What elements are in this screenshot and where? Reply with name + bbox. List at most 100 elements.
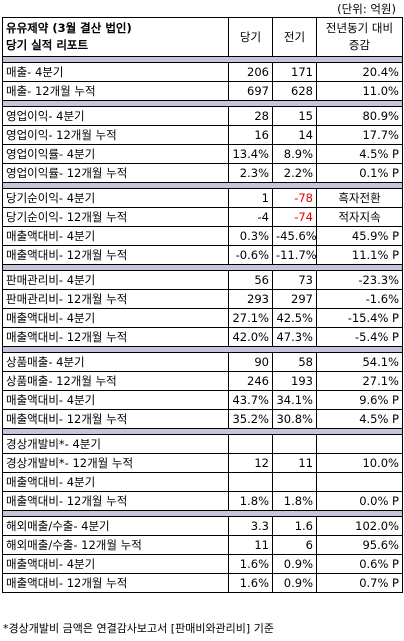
row-label: 당기순이익- 12개월 누적 xyxy=(2,207,229,227)
current-value: 90 xyxy=(228,352,273,372)
current-value xyxy=(228,434,273,454)
yoy-change: 80.9% xyxy=(316,106,403,126)
current-value: 1.6% xyxy=(228,554,273,574)
previous-value: 6 xyxy=(272,535,317,555)
table-row: 매출액대비- 4분기 0.3% -45.6% 45.9% P xyxy=(2,226,403,246)
table-row: 당기순이익- 4분기 1 -78 흑자전환 xyxy=(2,188,403,208)
row-label: 매출액대비- 12개월 누적 xyxy=(2,491,229,511)
current-value: 2.3% xyxy=(228,163,273,183)
report-title-line2: 당기 실적 리포트 xyxy=(6,38,89,52)
report-title-line1: 유유제약 (3월 결산 법인) xyxy=(6,21,132,35)
row-label: 매출액대비- 12개월 누적 xyxy=(2,409,229,429)
current-value: 1 xyxy=(228,188,273,208)
row-label: 매출- 4분기 xyxy=(2,62,229,82)
yoy-change: 27.1% xyxy=(316,371,403,391)
row-label: 매출- 12개월 누적 xyxy=(2,81,229,101)
previous-value: 0.9% xyxy=(272,554,317,574)
table-row: 매출- 12개월 누적 697 628 11.0% xyxy=(2,81,403,101)
yoy-change: 4.5% P xyxy=(316,144,403,164)
row-label: 매출액대비- 4분기 xyxy=(2,554,229,574)
previous-value: 14 xyxy=(272,125,317,145)
current-value: 293 xyxy=(228,289,273,309)
current-value: 1.8% xyxy=(228,491,273,511)
table-row: 매출액대비- 4분기 1.6% 0.9% 0.6% P xyxy=(2,554,403,574)
table-row: 상품매출- 4분기 90 58 54.1% xyxy=(2,352,403,372)
row-label: 판매관리비- 12개월 누적 xyxy=(2,289,229,309)
current-value: 16 xyxy=(228,125,273,145)
previous-value: 8.9% xyxy=(272,144,317,164)
table-row: 해외매출/수출- 12개월 누적 11 6 95.6% xyxy=(2,535,403,555)
yoy-change: 95.6% xyxy=(316,535,403,555)
current-value: 11 xyxy=(228,535,273,555)
previous-value: 42.5% xyxy=(272,308,317,328)
table-row: 판매관리비- 12개월 누적 293 297 -1.6% xyxy=(2,289,403,309)
previous-value: -11.7% xyxy=(272,245,317,265)
table-row: 매출액대비- 12개월 누적 35.2% 30.8% 4.5% P xyxy=(2,409,403,429)
table-row: 판매관리비- 4분기 56 73 -23.3% xyxy=(2,270,403,290)
row-label: 경상개발비*- 12개월 누적 xyxy=(2,453,229,473)
yoy-change xyxy=(316,472,403,492)
row-label: 영업이익률- 4분기 xyxy=(2,144,229,164)
table-row: 상품매출- 12개월 누적 246 193 27.1% xyxy=(2,371,403,391)
table-row: 매출액대비- 4분기 27.1% 42.5% -15.4% P xyxy=(2,308,403,328)
table-row: 매출액대비- 12개월 누적 1.6% 0.9% 0.7% P xyxy=(2,573,403,593)
yoy-change: 0.0% P xyxy=(316,491,403,511)
row-label: 영업이익- 4분기 xyxy=(2,106,229,126)
current-value: 42.0% xyxy=(228,327,273,347)
footnote: *경상개발비 금액은 연결감사보고서 [판매비와관리비] 기준 xyxy=(3,622,274,635)
table-row: 해외매출/수출- 4분기 3.3 1.6 102.0% xyxy=(2,516,403,536)
report-body: 유유제약 (3월 결산 법인) 당기 실적 리포트 당기 전기 전년동기 대비 … xyxy=(2,17,403,593)
row-label: 해외매출/수출- 12개월 누적 xyxy=(2,535,229,555)
current-value: 697 xyxy=(228,81,273,101)
yoy-change: 0.6% P xyxy=(316,554,403,574)
table-row: 매출액대비- 12개월 누적 1.8% 1.8% 0.0% P xyxy=(2,491,403,511)
header-previous: 전기 xyxy=(272,17,317,57)
current-value: -0.6% xyxy=(228,245,273,265)
previous-value: 73 xyxy=(272,270,317,290)
yoy-change: 20.4% xyxy=(316,62,403,82)
previous-value: 58 xyxy=(272,352,317,372)
yoy-change xyxy=(316,434,403,454)
previous-value: 628 xyxy=(272,81,317,101)
previous-value xyxy=(272,472,317,492)
row-label: 매출액대비- 4분기 xyxy=(2,226,229,246)
header-row: 유유제약 (3월 결산 법인) 당기 실적 리포트 당기 전기 전년동기 대비 … xyxy=(2,17,403,57)
current-value: -4 xyxy=(228,207,273,227)
previous-value: -78 xyxy=(272,188,317,208)
table-row: 당기순이익- 12개월 누적 -4 -74 적자지속 xyxy=(2,207,403,227)
previous-value: 30.8% xyxy=(272,409,317,429)
current-value: 43.7% xyxy=(228,390,273,410)
table-row: 영업이익률- 12개월 누적 2.3% 2.2% 0.1% P xyxy=(2,163,403,183)
row-label: 경상개발비*- 4분기 xyxy=(2,434,229,454)
previous-value xyxy=(272,434,317,454)
row-label: 매출액대비- 12개월 누적 xyxy=(2,573,229,593)
row-label: 매출액대비- 12개월 누적 xyxy=(2,327,229,347)
row-label: 매출액대비- 4분기 xyxy=(2,390,229,410)
row-label: 영업이익- 12개월 누적 xyxy=(2,125,229,145)
yoy-change: 0.7% P xyxy=(316,573,403,593)
current-value: 3.3 xyxy=(228,516,273,536)
table-row: 매출액대비- 12개월 누적 42.0% 47.3% -5.4% P xyxy=(2,327,403,347)
previous-value: -45.6% xyxy=(272,226,317,246)
current-value: 35.2% xyxy=(228,409,273,429)
table-row: 영업이익률- 4분기 13.4% 8.9% 4.5% P xyxy=(2,144,403,164)
current-value: 0.3% xyxy=(228,226,273,246)
yoy-change: -15.4% P xyxy=(316,308,403,328)
header-current: 당기 xyxy=(228,17,273,57)
current-value: 206 xyxy=(228,62,273,82)
previous-value: 297 xyxy=(272,289,317,309)
previous-value: -74 xyxy=(272,207,317,227)
yoy-change: 10.0% xyxy=(316,453,403,473)
yoy-change: 0.1% P xyxy=(316,163,403,183)
yoy-change: -1.6% xyxy=(316,289,403,309)
row-label: 매출액대비- 12개월 누적 xyxy=(2,245,229,265)
current-value: 28 xyxy=(228,106,273,126)
yoy-change: 11.1% P xyxy=(316,245,403,265)
row-label: 당기순이익- 4분기 xyxy=(2,188,229,208)
yoy-change: 9.6% P xyxy=(316,390,403,410)
earnings-report-table: 유유제약 (3월 결산 법인) 당기 실적 리포트 당기 전기 전년동기 대비 … xyxy=(2,17,403,593)
table-row: 매출- 4분기 206 171 20.4% xyxy=(2,62,403,82)
current-value: 13.4% xyxy=(228,144,273,164)
yoy-change: 17.7% xyxy=(316,125,403,145)
table-row: 매출액대비- 12개월 누적 -0.6% -11.7% 11.1% P xyxy=(2,245,403,265)
